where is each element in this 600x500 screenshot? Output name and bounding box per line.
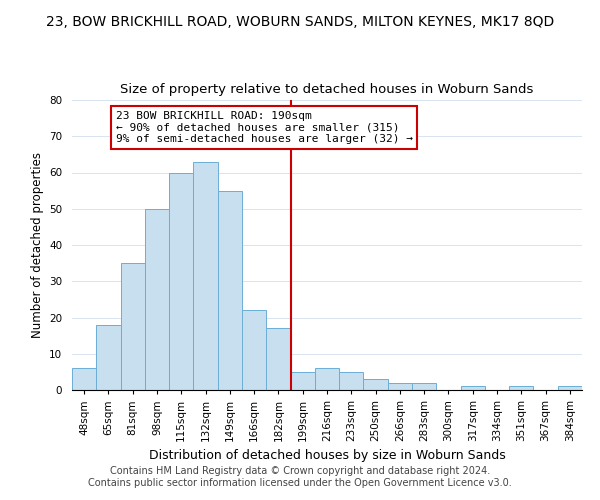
Bar bbox=[145, 209, 169, 390]
Bar bbox=[72, 368, 96, 390]
Bar bbox=[461, 386, 485, 390]
Bar bbox=[266, 328, 290, 390]
Bar bbox=[242, 310, 266, 390]
Bar bbox=[121, 263, 145, 390]
Text: 23 BOW BRICKHILL ROAD: 190sqm
← 90% of detached houses are smaller (315)
9% of s: 23 BOW BRICKHILL ROAD: 190sqm ← 90% of d… bbox=[116, 111, 413, 144]
X-axis label: Distribution of detached houses by size in Woburn Sands: Distribution of detached houses by size … bbox=[149, 450, 505, 462]
Bar bbox=[290, 372, 315, 390]
Bar bbox=[364, 379, 388, 390]
Bar bbox=[169, 172, 193, 390]
Bar bbox=[193, 162, 218, 390]
Bar bbox=[412, 383, 436, 390]
Bar bbox=[509, 386, 533, 390]
Title: Size of property relative to detached houses in Woburn Sands: Size of property relative to detached ho… bbox=[121, 83, 533, 96]
Bar bbox=[339, 372, 364, 390]
Y-axis label: Number of detached properties: Number of detached properties bbox=[31, 152, 44, 338]
Bar bbox=[96, 325, 121, 390]
Bar bbox=[388, 383, 412, 390]
Bar bbox=[315, 368, 339, 390]
Bar bbox=[558, 386, 582, 390]
Text: 23, BOW BRICKHILL ROAD, WOBURN SANDS, MILTON KEYNES, MK17 8QD: 23, BOW BRICKHILL ROAD, WOBURN SANDS, MI… bbox=[46, 15, 554, 29]
Text: Contains HM Land Registry data © Crown copyright and database right 2024.
Contai: Contains HM Land Registry data © Crown c… bbox=[88, 466, 512, 487]
Bar bbox=[218, 190, 242, 390]
